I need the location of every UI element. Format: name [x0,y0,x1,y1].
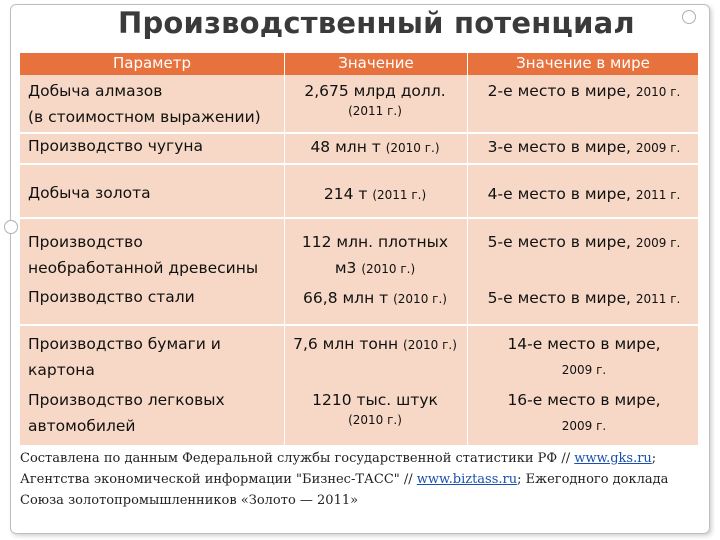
row-timber-value: 112 млн. плотных м3 (2010 г.) [301,233,449,277]
slide-frame [10,4,710,534]
row-timber-rank: 5-е место в мире, 2009 г. [487,233,681,251]
row-gold-value: 214 т (2011 г.) [323,185,427,203]
row-cars-rank: 16-е место в мире, 2009 г. [507,391,661,433]
row-cast-iron-param: Производство чугуна [28,137,204,155]
row-divider [20,217,698,219]
row-cast-iron-value: 48 млн т (2010 г.) [310,138,440,156]
row-diamonds-value: 2,675 млрд долл. (2011 г.) [304,82,446,118]
row-timber-param: Производство необработанной древесины [28,233,259,277]
row-gold-rank: 4-е место в мире, 2011 г. [487,185,681,203]
row-diamonds-param: Добыча алмазов (в стоимостном выражении) [28,82,261,126]
row-cars-param: Производство легковых автомобилей [28,391,225,435]
row-paper-rank: 14-е место в мире, 2009 г. [507,335,661,377]
row-divider [20,132,698,134]
row-diamonds-rank: 2-е место в мире, 2010 г. [487,82,681,100]
data-table [20,53,698,445]
row-divider [20,163,698,165]
corner-circle-decoration [682,10,696,24]
header-world-value: Значение в мире [516,54,650,72]
row-cast-iron-rank: 3-е место в мире, 2009 г. [487,138,681,156]
row-divider [20,324,698,326]
biztass-link[interactable]: www.biztass.ru [416,472,518,487]
column-divider [467,53,468,445]
gks-link[interactable]: www.gks.ru [574,451,652,466]
row-cars-value: 1210 тыс. штук (2010 г.) [312,391,438,427]
row-paper-value: 7,6 млн тонн (2010 г.) [293,335,457,353]
row-steel-param: Производство стали [28,288,195,306]
slide-title: Производственный потенциал [118,6,635,40]
header-value: Значение [338,54,414,72]
row-paper-param: Производство бумаги и картона [28,335,221,379]
row-steel-value: 66,8 млн т (2010 г.) [303,289,447,307]
side-circle-decoration [4,220,18,234]
row-steel-rank: 5-е место в мире, 2011 г. [487,289,681,307]
column-divider [284,53,285,445]
row-gold-param: Добыча золота [28,184,151,202]
source-note: Составлена по данным Федеральной службы … [20,451,669,508]
table-header-row [20,53,698,75]
header-parameter: Параметр [113,54,191,72]
